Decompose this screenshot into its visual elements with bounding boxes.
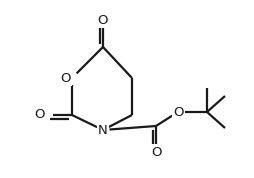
Text: O: O [98, 14, 108, 27]
Text: O: O [60, 72, 71, 85]
Text: O: O [173, 106, 183, 119]
Text: O: O [151, 145, 161, 158]
Text: O: O [35, 109, 45, 122]
Text: N: N [98, 124, 108, 137]
